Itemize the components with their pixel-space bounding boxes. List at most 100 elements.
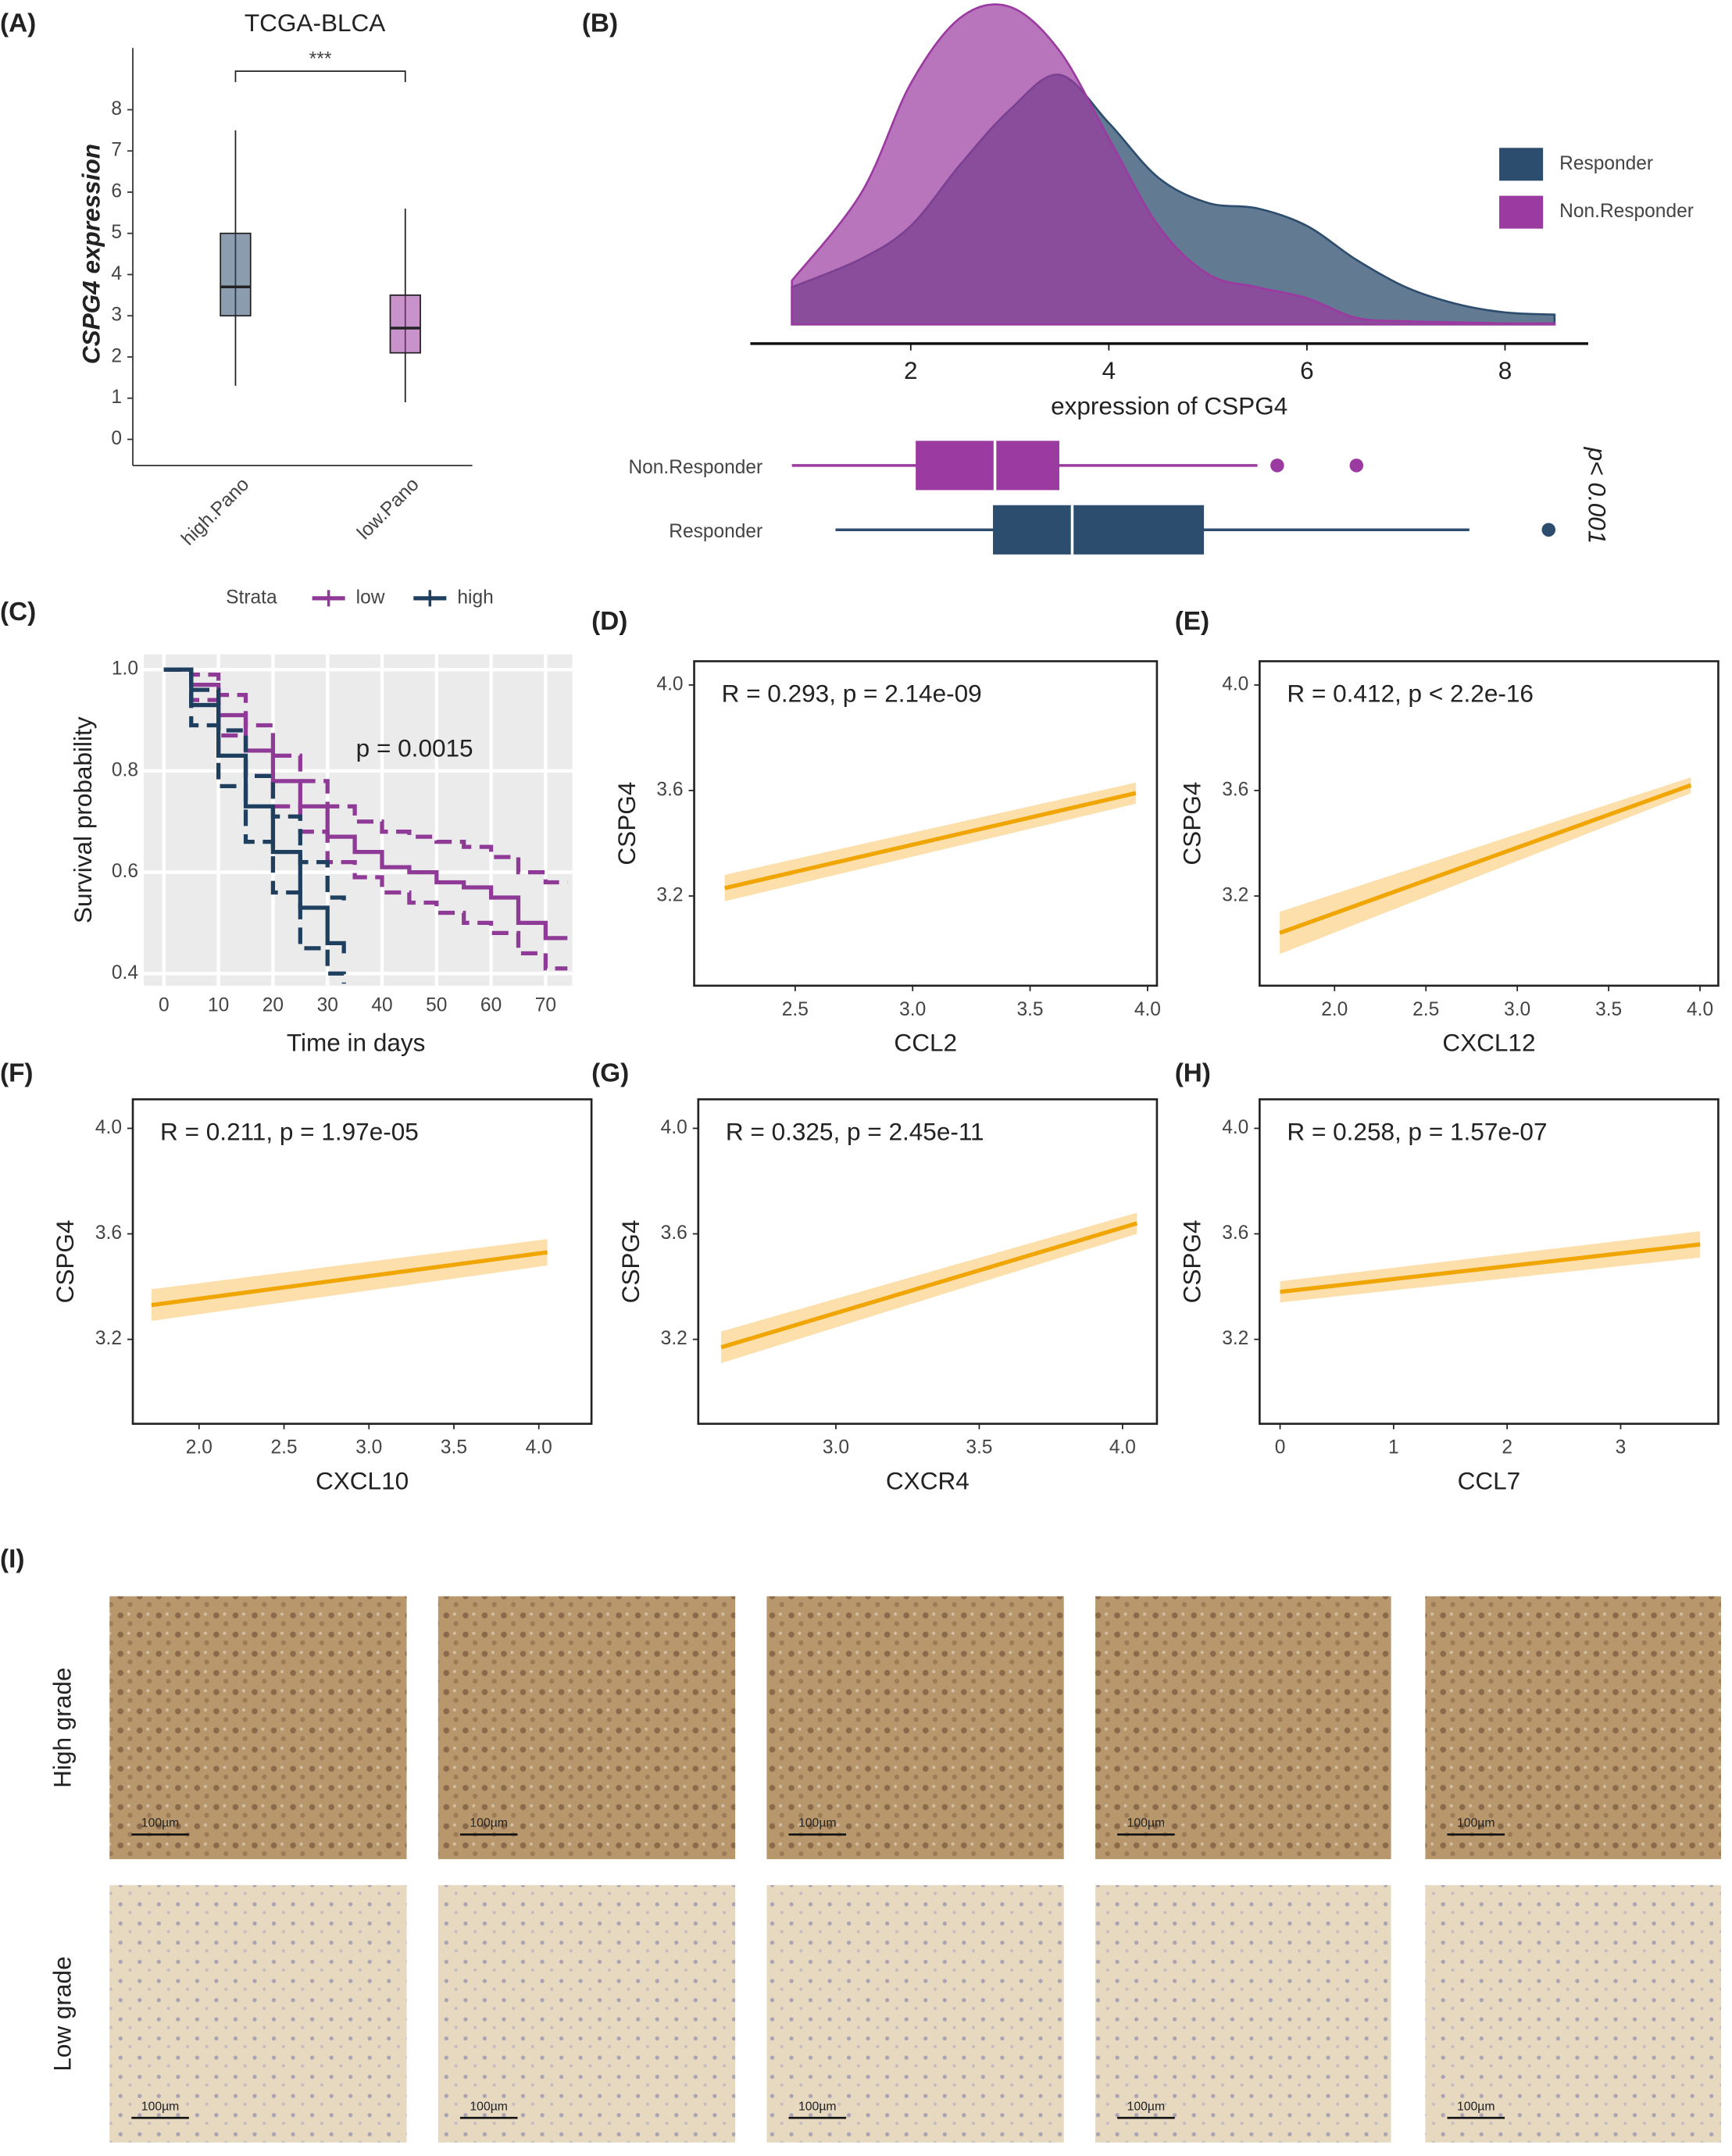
x-axis-label: CCL7 bbox=[1458, 1466, 1521, 1494]
y-tick-label: 3.2 bbox=[95, 1328, 122, 1349]
x-tick-label: 70 bbox=[535, 995, 556, 1016]
x-tick-label: 10 bbox=[208, 995, 229, 1016]
y-tick-label: 8 bbox=[111, 98, 122, 120]
x-tick-label: high.Pano bbox=[177, 474, 253, 550]
panel-label: (G) bbox=[591, 1059, 629, 1088]
x-tick-label: low.Pano bbox=[353, 474, 423, 544]
confidence-line bbox=[163, 667, 568, 885]
x-tick-label: 2.0 bbox=[186, 1437, 212, 1458]
x-axis-label: CXCL10 bbox=[316, 1466, 409, 1494]
annotation: R = 0.258, p = 1.57e-07 bbox=[1287, 1117, 1547, 1145]
annotation: R = 0.325, p = 2.45e-11 bbox=[726, 1117, 984, 1145]
histology-image bbox=[1425, 1596, 1721, 1859]
p-value: p = 0.0015 bbox=[356, 734, 473, 762]
significance-label: *** bbox=[309, 49, 332, 70]
x-tick-label: 3.0 bbox=[1504, 999, 1530, 1020]
legend-label: low bbox=[356, 587, 385, 608]
x-tick-label: 0 bbox=[1275, 1437, 1286, 1458]
panel-label: (F) bbox=[0, 1059, 34, 1088]
histology-image bbox=[109, 1885, 407, 2143]
x-tick-label: 2.0 bbox=[1321, 999, 1348, 1020]
y-axis-label: CSPG4 bbox=[51, 1220, 79, 1304]
y-tick-label: 7 bbox=[111, 140, 122, 161]
p-value: p< 0.001 bbox=[1583, 447, 1611, 544]
outlier bbox=[1270, 459, 1284, 473]
y-tick-label: 3.2 bbox=[656, 885, 683, 906]
y-tick-label: 0.6 bbox=[112, 861, 138, 882]
legend-label: Non.Responder bbox=[1559, 201, 1694, 222]
x-tick-label: 2 bbox=[904, 356, 918, 384]
confidence-line bbox=[163, 667, 568, 971]
y-tick-label: 4.0 bbox=[661, 1117, 687, 1138]
annotation: R = 0.412, p < 2.2e-16 bbox=[1287, 680, 1534, 708]
y-tick-label: 3.6 bbox=[95, 1223, 122, 1244]
outlier bbox=[1541, 523, 1556, 537]
plot-frame bbox=[693, 660, 1159, 987]
y-tick-label: 3.6 bbox=[661, 1223, 687, 1244]
x-tick-label: 3.0 bbox=[823, 1437, 849, 1458]
plot-frame bbox=[697, 1098, 1159, 1425]
histology-image bbox=[437, 1596, 736, 1859]
survival-curve bbox=[163, 667, 346, 954]
fit-line bbox=[720, 1221, 1137, 1350]
y-tick-label: 3.6 bbox=[656, 779, 683, 800]
x-tick-label: 2 bbox=[1502, 1437, 1512, 1458]
x-tick-label: 20 bbox=[262, 995, 284, 1016]
x-axis-label: CCL2 bbox=[894, 1029, 957, 1057]
y-tick-label: 3 bbox=[111, 305, 122, 326]
survival-curve bbox=[163, 667, 568, 941]
panel-label: (I) bbox=[0, 1545, 24, 1574]
significance-bracket bbox=[234, 70, 406, 83]
box-label: Non.Responder bbox=[628, 457, 762, 478]
panel-label: (C) bbox=[0, 598, 36, 626]
chart-title: TCGA-BLCA bbox=[245, 9, 385, 37]
row-label: Low grade bbox=[48, 1956, 77, 2071]
x-axis-label: CXCL12 bbox=[1442, 1029, 1535, 1057]
scale-bar-label: 100µm bbox=[1127, 1817, 1166, 1830]
panel-label: (H) bbox=[1175, 1059, 1211, 1088]
x-tick-label: 3.5 bbox=[441, 1437, 467, 1458]
fit-line bbox=[724, 791, 1137, 891]
y-tick-label: 0.4 bbox=[112, 962, 138, 983]
box bbox=[220, 232, 252, 317]
legend-label: Responder bbox=[1559, 153, 1653, 174]
x-tick-label: 4.0 bbox=[526, 1437, 552, 1458]
y-tick-label: 6 bbox=[111, 180, 122, 202]
legend-title: Strata bbox=[226, 587, 277, 608]
scale-bar-label: 100µm bbox=[798, 2100, 837, 2113]
annotation: R = 0.293, p = 2.14e-09 bbox=[722, 680, 982, 708]
x-tick-label: 3.0 bbox=[899, 999, 926, 1020]
y-tick-label: 4.0 bbox=[95, 1117, 122, 1138]
x-tick-label: 4.0 bbox=[1687, 999, 1713, 1020]
scale-bar-label: 100µm bbox=[470, 2100, 508, 2113]
y-tick-label: 2 bbox=[111, 345, 122, 366]
scale-bar-label: 100µm bbox=[1457, 2100, 1495, 2113]
x-tick-label: 4 bbox=[1102, 356, 1116, 384]
legend-label: high bbox=[457, 587, 493, 608]
y-tick-label: 4.0 bbox=[1222, 673, 1248, 694]
x-tick-label: 6 bbox=[1300, 356, 1314, 384]
y-axis-label: CSPG4 bbox=[1178, 1220, 1206, 1304]
legend-swatch bbox=[1499, 195, 1544, 229]
box bbox=[993, 505, 1205, 555]
confidence-band bbox=[721, 1212, 1137, 1363]
x-tick-label: 30 bbox=[317, 995, 338, 1016]
x-tick-label: 4.0 bbox=[1109, 1437, 1136, 1458]
histology-image bbox=[109, 1596, 407, 1859]
legend-swatch bbox=[1499, 148, 1544, 181]
scale-bar-label: 100µm bbox=[798, 1817, 837, 1830]
x-tick-label: 3.0 bbox=[355, 1437, 382, 1458]
panel-label: (A) bbox=[0, 9, 36, 37]
panel-label: (E) bbox=[1175, 607, 1209, 636]
histology-image bbox=[1095, 1885, 1391, 2143]
y-tick-label: 3.2 bbox=[1222, 885, 1248, 906]
x-tick-label: 0 bbox=[159, 995, 170, 1016]
x-tick-label: 4.0 bbox=[1134, 999, 1161, 1020]
panel-label: (B) bbox=[582, 9, 618, 37]
scale-bar-label: 100µm bbox=[1457, 1817, 1495, 1830]
x-axis-label: Time in days bbox=[287, 1029, 426, 1057]
histology-image bbox=[766, 1596, 1064, 1859]
plot-frame bbox=[1259, 660, 1720, 987]
